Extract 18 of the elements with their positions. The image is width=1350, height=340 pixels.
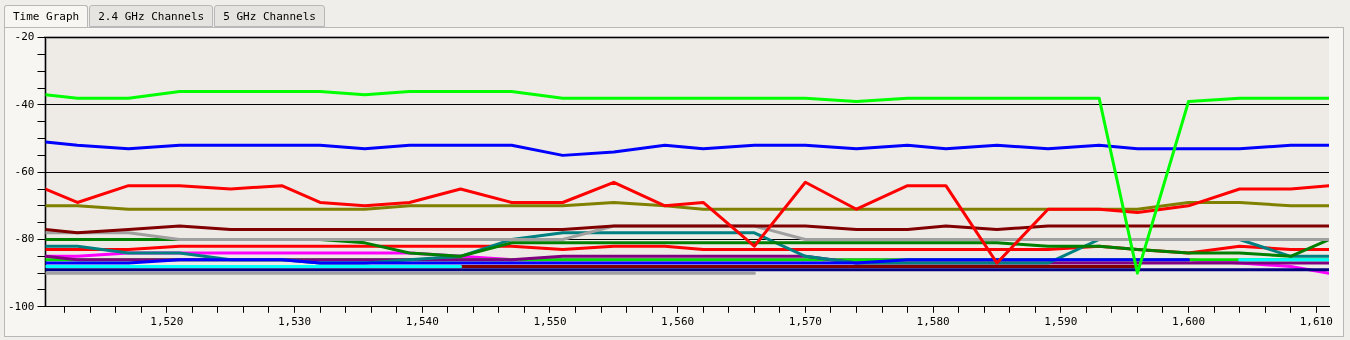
y-tick-label: -80 <box>14 232 35 246</box>
text: 5 GHz Channels <box>214 5 325 27</box>
x-tick-label: 1,590 <box>1044 315 1078 329</box>
x-tick-label: 1,610 <box>1299 315 1333 329</box>
x-tick-label: 1,530 <box>277 315 312 329</box>
text: 2.4 GHz Channels <box>89 5 214 27</box>
y-tick-label: -40 <box>14 97 35 111</box>
x-tick-label: 1,520 <box>150 315 184 329</box>
x-tick-label: 1,600 <box>1171 315 1206 329</box>
x-tick-label: 1,540 <box>405 315 439 329</box>
x-tick-label: 1,550 <box>533 315 567 329</box>
x-tick-label: 1,580 <box>916 315 950 329</box>
y-tick-label: -60 <box>14 165 35 179</box>
x-tick-label: 1,570 <box>788 315 822 329</box>
text: Time Graph <box>4 5 89 27</box>
x-tick-label: 1,560 <box>661 315 695 329</box>
y-tick-label: -20 <box>14 30 35 44</box>
y-tick-label: -100 <box>7 299 35 313</box>
